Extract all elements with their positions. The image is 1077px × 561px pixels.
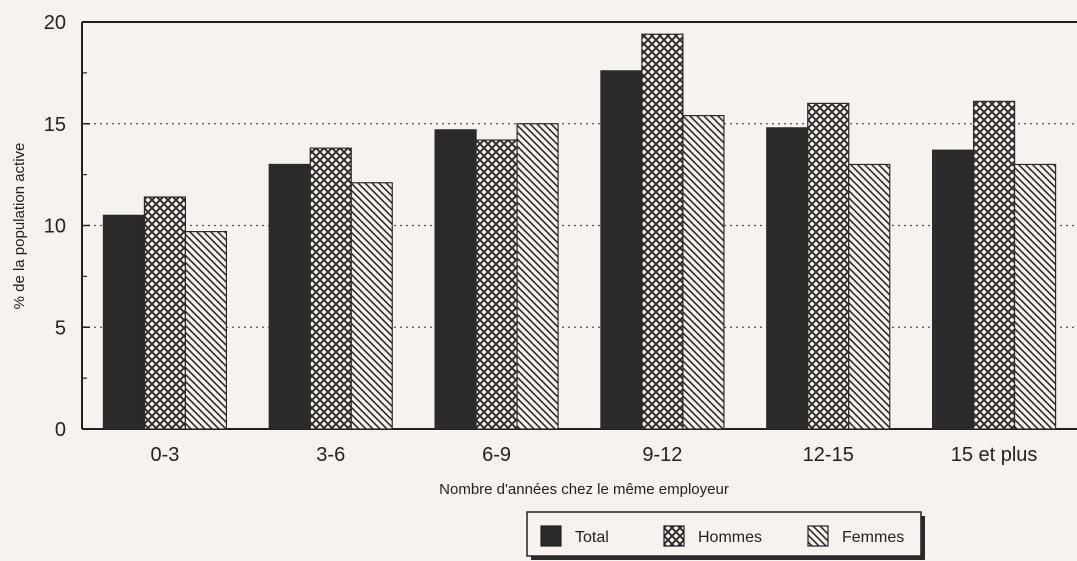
gridlines	[82, 123, 1077, 328]
legend-label-femmes: Femmes	[842, 529, 904, 546]
bar-hommes-2	[475, 139, 518, 430]
bar-femmes-1	[350, 182, 393, 430]
bars	[102, 33, 1057, 430]
legend-label-hommes: Hommes	[698, 529, 762, 546]
y-tick-label: 15	[44, 114, 66, 136]
bar-femmes-0	[184, 231, 228, 430]
x-tick-label: 6-9	[482, 444, 511, 466]
legend-swatch-hommes	[663, 525, 685, 547]
bar-total-1	[268, 163, 311, 430]
y-tick-label: 5	[55, 317, 66, 339]
bar-hommes-0	[143, 196, 187, 430]
y-tick-label: 10	[44, 216, 66, 238]
bar-femmes-4	[848, 163, 891, 430]
bar-total-5	[931, 149, 975, 430]
y-axis-ticks: 0 5 10 15 20	[44, 12, 90, 441]
legend-swatch-total	[540, 525, 562, 547]
bar-total-2	[434, 129, 477, 430]
legend-label-total: Total	[575, 529, 609, 546]
bar-total-4	[766, 127, 809, 430]
bar-femmes-3	[682, 115, 725, 430]
y-axis-title: % de la population active	[11, 143, 28, 310]
y-tick-label: 20	[44, 12, 66, 34]
bar-hommes-5	[972, 100, 1016, 430]
bar-hommes-1	[309, 147, 352, 430]
x-tick-label: 9-12	[642, 444, 682, 466]
x-tick-label: 3-6	[316, 444, 345, 466]
bar-hommes-4	[807, 102, 850, 430]
legend: Total Hommes Femmes	[526, 511, 925, 560]
x-tick-label: 15 et plus	[951, 444, 1038, 466]
x-axis-title: Nombre d'années chez le même employeur	[439, 481, 729, 498]
legend-swatch-femmes	[807, 525, 829, 547]
bar-femmes-2	[516, 123, 559, 430]
bar-hommes-3	[641, 33, 684, 430]
x-tick-label: 0-3	[150, 444, 179, 466]
bar-total-0	[102, 214, 146, 430]
x-tick-label: 12-15	[803, 444, 854, 466]
bar-total-3	[600, 70, 643, 430]
bar-femmes-5	[1013, 163, 1057, 430]
legend-box	[526, 511, 922, 557]
x-axis-ticks: 0-3 3-6 6-9 9-12 12-15 15 et plus	[150, 444, 1037, 466]
y-tick-label: 0	[55, 419, 66, 441]
plot-frame	[81, 21, 1077, 430]
